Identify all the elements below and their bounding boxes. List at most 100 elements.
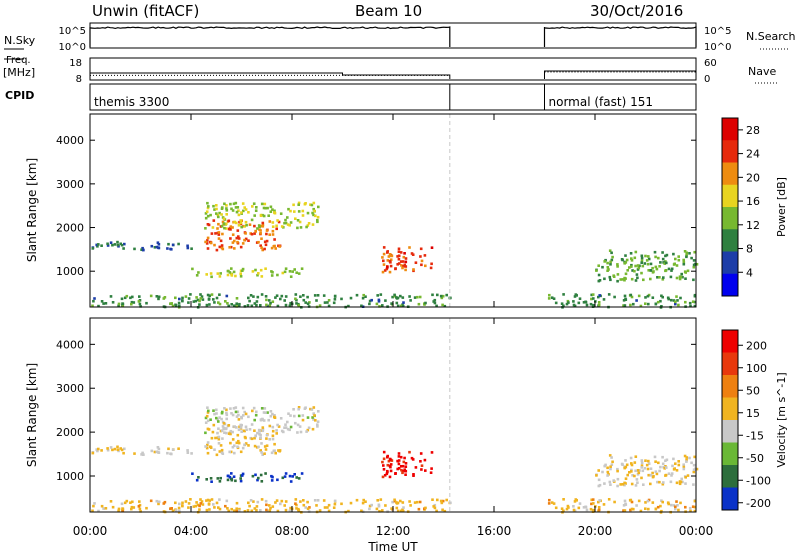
echo-cell-ring_arc	[217, 420, 220, 423]
echo-cell-core_blob	[263, 452, 266, 455]
echo-cell-evening_band	[662, 481, 665, 484]
echo-cell-burst_noon	[414, 466, 418, 469]
echo-cell-near_range	[308, 301, 311, 304]
echo-cell-near_range_late	[661, 500, 664, 504]
echo-cell-near_range	[274, 296, 277, 299]
echo-cell-evening_band	[638, 264, 641, 268]
echo-cell-burst_noon	[412, 473, 415, 476]
echo-cell-near_range	[378, 510, 381, 513]
echo-cell-ring_arc	[216, 213, 220, 217]
echo-cell-ring_arc	[312, 201, 316, 205]
echo-cell-evening_band	[634, 264, 637, 268]
echo-cell-near_range	[255, 508, 258, 512]
echo-cell-burst_noon	[403, 468, 406, 471]
echo-cell-near_range_late	[567, 301, 570, 304]
echo-cell-band_east_lower	[106, 448, 110, 452]
echo-cell-near_range_late	[672, 504, 676, 507]
echo-cell-near_range	[187, 297, 191, 300]
echo-cell-near_range_late	[597, 508, 601, 512]
echo-cell-evening_band	[695, 263, 699, 266]
echo-cell-near_range_late	[675, 500, 678, 503]
echo-cell-band_east_lower	[120, 448, 124, 452]
echo-cell-ring_arc	[240, 430, 243, 433]
echo-cell-evening_band	[597, 478, 601, 482]
echo-cell-evening_band	[634, 455, 638, 458]
echo-cell-evening_band	[628, 471, 631, 474]
echo-cell-low_echoes_morning	[230, 472, 233, 475]
echo-cell-evening_band	[603, 277, 606, 281]
echo-cell-ring_arc	[271, 208, 274, 211]
echo-cell-low_echoes_morning	[300, 472, 304, 475]
echo-cell-band_east_lower	[141, 246, 144, 250]
echo-cell-evening_band	[663, 262, 666, 265]
echo-cell-near_range	[440, 501, 444, 505]
echo-cell-near_range	[109, 500, 113, 503]
echo-cell-ring_arc	[254, 209, 258, 212]
echo-cell-burst_noon	[420, 259, 424, 263]
echo-cell-near_range	[250, 304, 254, 308]
echo-cell-near_range_late	[607, 498, 611, 501]
echo-cell-core_blob	[207, 223, 211, 227]
echo-cell-core_blob	[237, 235, 240, 238]
echo-cell-near_range	[129, 296, 132, 300]
echo-cell-ring_arc	[250, 218, 254, 222]
echo-cell-evening_band	[611, 255, 614, 259]
echo-cell-near_range	[198, 299, 201, 303]
x-tick-label: 08:00	[275, 524, 310, 538]
echo-cell-evening_band	[626, 473, 629, 477]
echo-cell-near_range_late	[597, 303, 601, 307]
echo-cell-evening_band	[642, 278, 645, 282]
colorbar-tick-label: 24	[746, 148, 760, 161]
x-tick-label: 16:00	[477, 524, 512, 538]
echo-cell-near_range	[433, 506, 437, 510]
echo-cell-evening_band	[636, 264, 640, 267]
echo-cell-evening_band	[643, 262, 647, 265]
echo-cell-near_range	[265, 298, 268, 302]
echo-cell-core_blob	[216, 227, 219, 230]
echo-cell-evening_band	[649, 269, 653, 272]
echo-cell-burst_noon	[397, 455, 401, 458]
echo-cell-near_range	[275, 294, 279, 297]
echo-cell-near_range	[117, 302, 121, 306]
echo-cell-ring_arc	[244, 412, 248, 416]
colorbar-bin	[722, 251, 738, 275]
echo-cell-burst_noon	[403, 263, 406, 267]
echo-cell-evening_band	[608, 480, 612, 484]
echo-cell-near_range_late	[660, 499, 663, 502]
echo-cell-near_range	[187, 301, 190, 304]
echo-cell-evening_band	[624, 254, 627, 257]
velocity-ylabel: Slant Range [km]	[25, 363, 39, 467]
echo-cell-near_range_late	[560, 507, 564, 510]
echo-cell-ring_arc	[237, 428, 241, 432]
echo-cell-ring_arc	[306, 211, 310, 215]
echo-cell-near_range	[381, 304, 384, 307]
echo-cell-near_range_late	[572, 303, 576, 307]
echo-cell-ring_arc	[223, 202, 226, 206]
echo-cell-evening_band	[654, 265, 658, 269]
x-tick-label: 04:00	[174, 524, 209, 538]
echo-cell-near_range_late	[592, 297, 595, 300]
echo-cell-near_range_late	[660, 294, 663, 298]
echo-cell-core_blob	[275, 227, 278, 231]
echo-cell-near_range_late	[589, 302, 593, 306]
echo-cell-evening_band	[603, 464, 606, 468]
echo-cell-near_range	[189, 498, 192, 501]
echo-cell-near_range	[181, 296, 184, 300]
echo-cell-evening_band	[616, 273, 620, 276]
echo-cell-near_range	[157, 295, 161, 299]
echo-cell-near_range	[284, 508, 288, 512]
echo-cell-low_echoes_morning	[251, 474, 255, 478]
echo-cell-near_range_late	[566, 504, 570, 508]
echo-cell-ring_arc	[241, 406, 245, 410]
echo-cell-evening_band	[606, 261, 609, 265]
echo-cell-near_range_late	[688, 506, 692, 510]
echo-cell-core_blob	[258, 228, 261, 231]
echo-cell-burst_noon	[394, 472, 397, 475]
echo-cell-near_range_late	[577, 506, 581, 510]
echo-cell-evening_band	[610, 456, 613, 459]
echo-cell-burst_noon	[402, 469, 405, 473]
echo-cell-near_range	[268, 299, 271, 302]
echo-cell-evening_band	[635, 478, 639, 481]
velocity-colorbar-frame	[721, 329, 739, 511]
echo-cell-ring_arc	[225, 207, 228, 210]
